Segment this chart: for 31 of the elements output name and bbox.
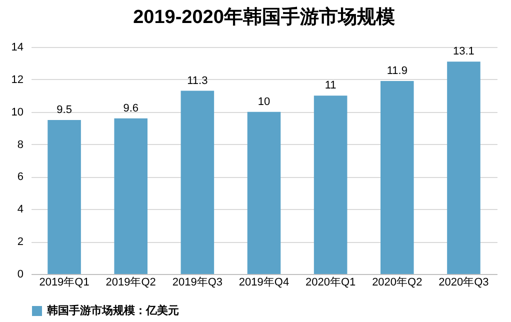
bar [180,90,214,274]
y-tick-label: 4 [17,204,24,216]
data-label: 11.9 [386,65,408,78]
x-tick-label: 2019年Q3 [172,276,223,288]
y-tick-label: 2 [17,236,24,248]
bar [114,118,148,274]
x-tick-label: 2019年Q4 [238,276,290,288]
legend-label: 韩国手游市场规模：亿美元 [46,304,179,317]
data-label: 9.6 [123,102,139,114]
bar [314,96,348,274]
x-tick-label: 2019年Q2 [106,276,156,288]
data-label: 9.5 [56,104,72,116]
bar [247,112,281,274]
bar [447,62,480,274]
bar [380,81,414,274]
data-label: 11 [324,80,336,92]
x-tick-label: 2020年Q1 [305,276,356,288]
y-tick-label: 0 [17,268,24,280]
y-tick-label: 10 [11,106,24,118]
y-tick-label: 8 [17,138,24,151]
x-tick-label: 2020年Q2 [372,276,422,288]
bar [48,120,81,274]
x-tick-label: 2019年Q1 [39,276,90,288]
data-label: 10 [258,96,270,108]
y-tick-label: 14 [11,42,24,54]
chart-title: 2019-2020年韩国手游市场规模 [133,6,395,28]
data-label: 13.1 [453,46,474,58]
y-tick-label: 12 [11,74,24,86]
data-label: 11.3 [187,74,208,87]
x-tick-label: 2020年Q3 [438,276,489,288]
y-tick-label: 6 [17,171,24,184]
